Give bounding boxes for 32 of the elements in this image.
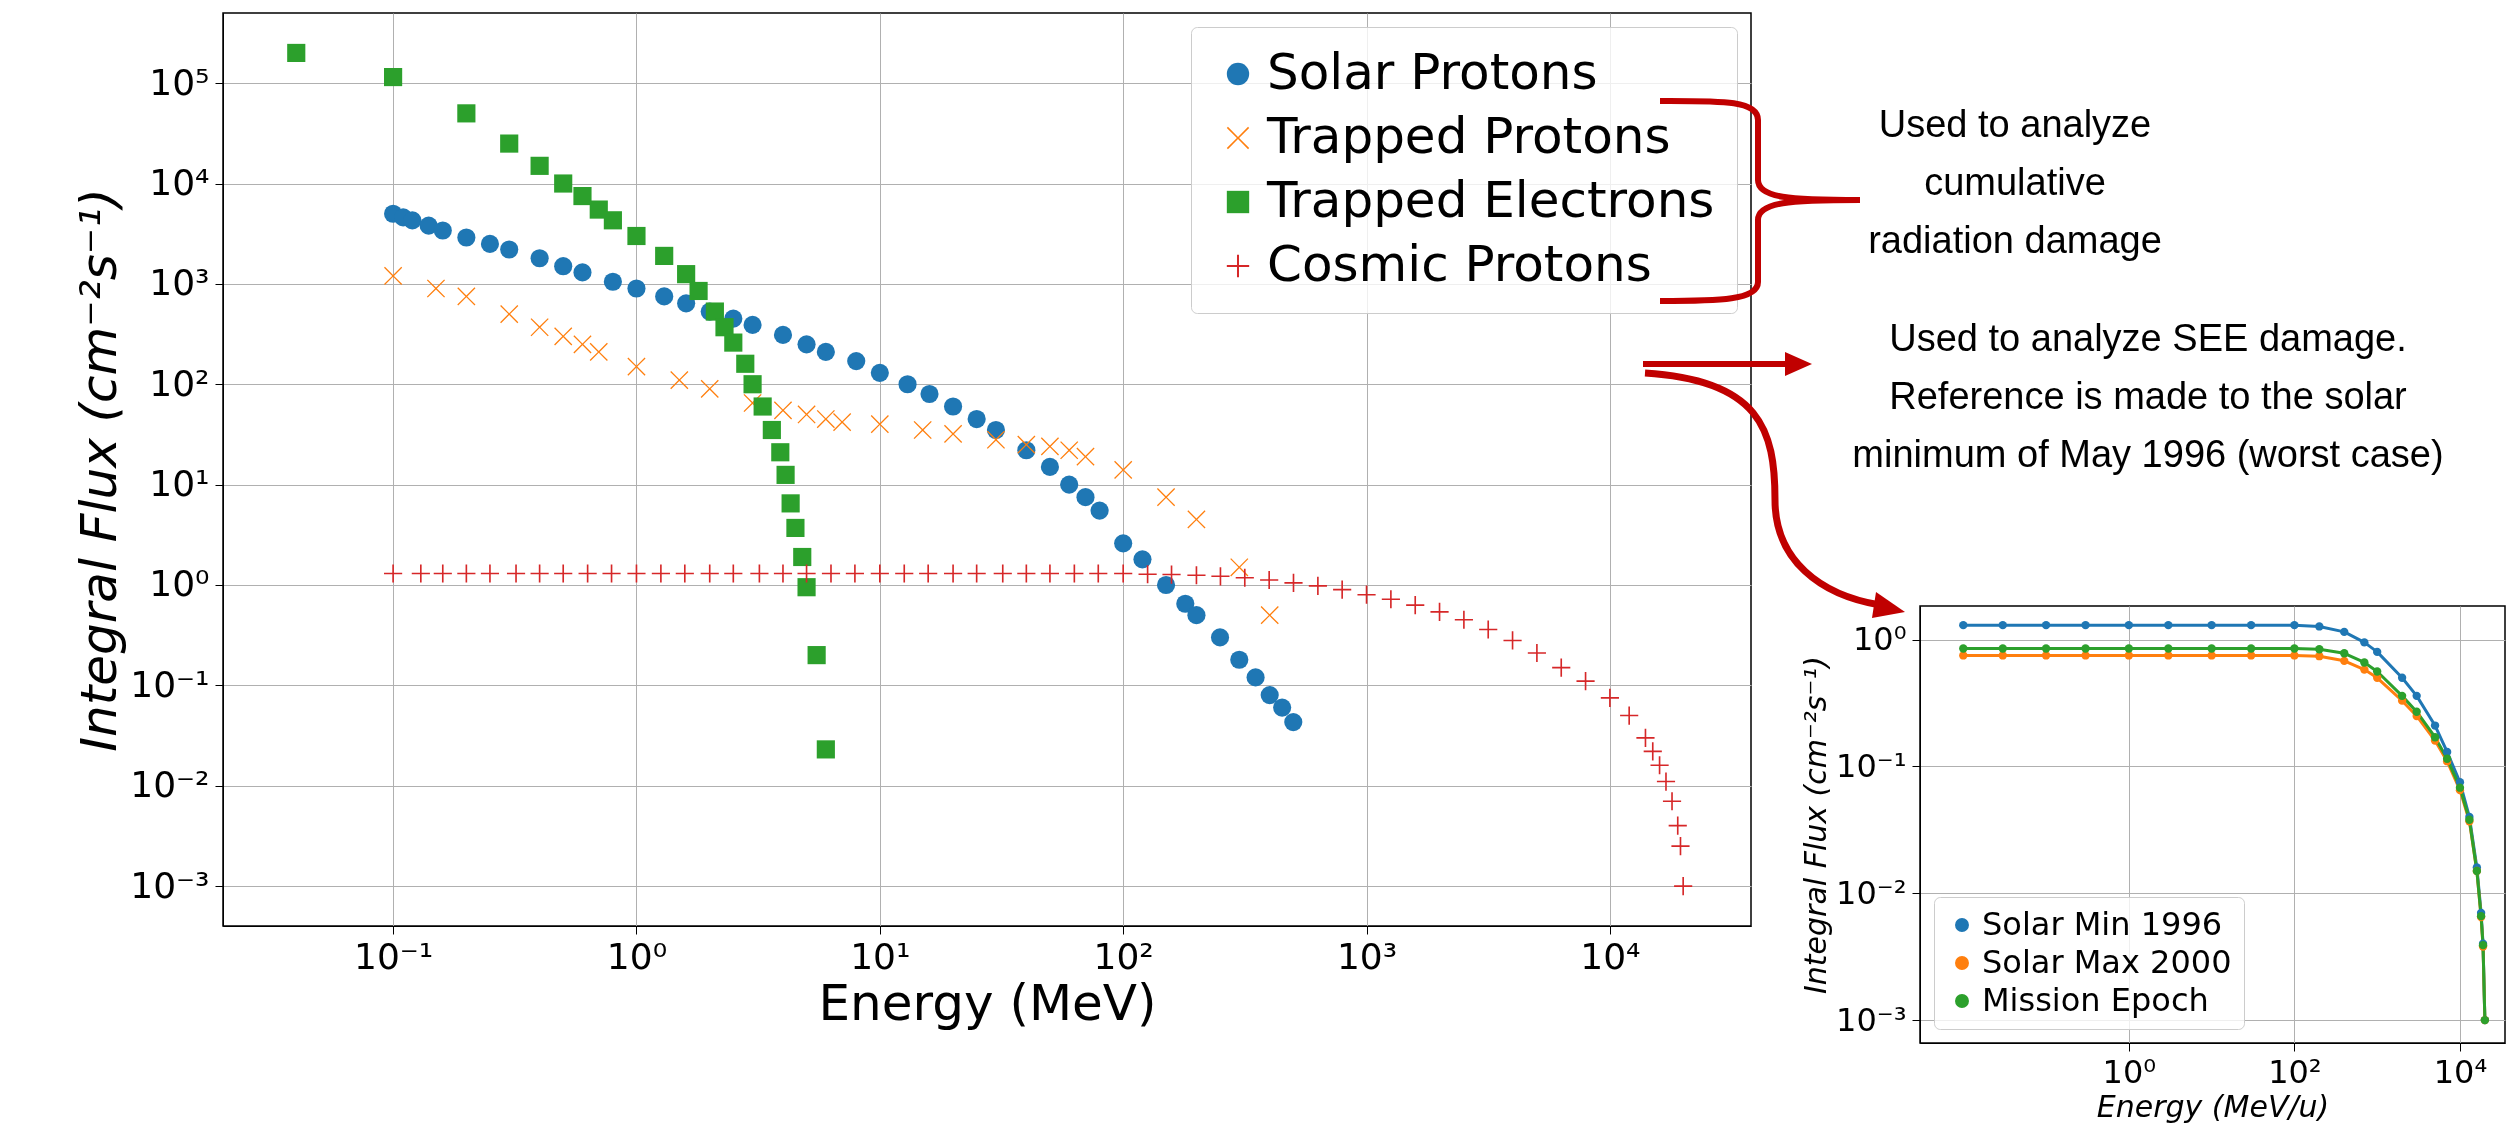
x-tick-label: 10⁴ <box>2433 1052 2488 1091</box>
legend-label: Solar Max 2000 <box>1982 943 2232 981</box>
x-tick-label: 10⁻¹ <box>353 935 434 977</box>
y-tick-label: 10² <box>149 362 210 404</box>
x-tick-label: 10⁰ <box>606 935 668 977</box>
x-tick-label: 10³ <box>1336 935 1398 977</box>
y-tick-label: 10⁻² <box>1836 873 1907 912</box>
y-tick-label: 10⁻² <box>130 764 210 806</box>
legend-label: Mission Epoch <box>1982 981 2209 1019</box>
y-tick-label: 10⁰ <box>1852 620 1907 659</box>
y-tick-label: 10¹ <box>149 463 210 505</box>
y-tick-label: 10⁻³ <box>130 864 210 906</box>
y-tick-label: 10⁰ <box>149 563 210 605</box>
legend-label: Solar Protons <box>1267 43 1598 101</box>
x-tick-label: 10² <box>2268 1052 2322 1091</box>
x-tick-label: 10⁴ <box>1580 935 1641 977</box>
y-tick-label: 10⁴ <box>149 162 210 204</box>
x-axis-title: Energy (MeV/u) <box>2096 1088 2330 1124</box>
legend-label: Trapped Protons <box>1266 107 1671 165</box>
y-tick-label: 10⁵ <box>149 61 210 103</box>
y-tick-label: 10⁻³ <box>1836 1000 1907 1039</box>
y-axis-title: Integral Flux (cm⁻²s⁻¹) <box>70 188 129 752</box>
y-axis-title: Integral Flux (cm⁻²s⁻¹) <box>1798 655 1834 995</box>
legend-label: Solar Min 1996 <box>1982 905 2223 943</box>
x-tick-label: 10⁰ <box>2102 1052 2157 1091</box>
legend-label: Trapped Electrons <box>1266 171 1715 229</box>
y-tick-label: 10⁻¹ <box>1836 746 1907 785</box>
text: Used to analyze cumulative radiation damage <box>1867 102 2163 263</box>
y-tick-label: 10⁻¹ <box>130 663 210 705</box>
text: Used to analyze SEE damage. Reference is made to the solar minimum of May 1996 (worst case) <box>1851 316 2445 477</box>
legend-label: Cosmic Protons <box>1267 235 1652 293</box>
y-tick-label: 10³ <box>149 262 210 304</box>
